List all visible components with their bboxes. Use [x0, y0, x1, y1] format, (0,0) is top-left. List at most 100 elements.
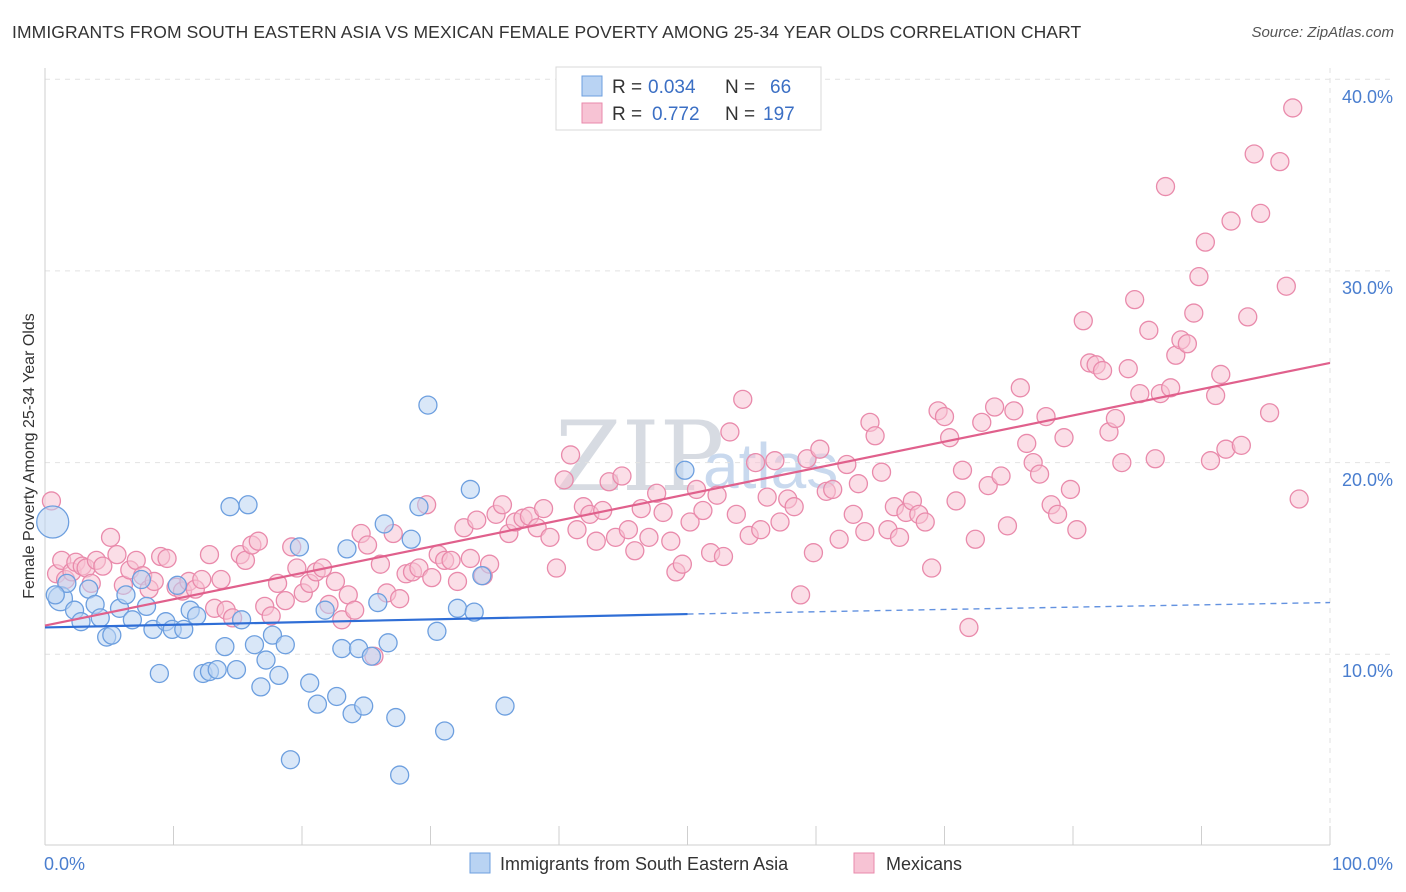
immigrants-point — [280, 750, 301, 770]
immigrants-point — [361, 646, 382, 666]
immigrants-point — [231, 610, 252, 630]
immigrants-point — [256, 650, 276, 670]
mexicans-point — [345, 600, 365, 620]
mexicans-point — [1054, 428, 1074, 448]
mexicans-point — [1276, 276, 1296, 296]
legend-n-value: 197 — [763, 104, 795, 125]
mexicans-point — [540, 527, 560, 548]
immigrants-point — [186, 606, 207, 626]
immigrants-point — [226, 659, 247, 680]
mexicans-point — [1238, 307, 1258, 327]
mexicans-point — [1177, 334, 1198, 354]
immigrants-point — [122, 610, 143, 630]
immigrants-point — [275, 635, 295, 655]
mexicans-point — [713, 546, 734, 567]
immigrants-point — [472, 566, 492, 586]
y-tick-label: 40.0% — [1342, 87, 1393, 107]
legend-swatch-pink — [581, 102, 603, 124]
immigrants-point — [460, 479, 480, 500]
mexicans-point — [325, 571, 346, 592]
immigrants-trend-extension — [687, 601, 1331, 615]
mexicans-point — [997, 516, 1018, 536]
trend-lines — [44, 361, 1331, 629]
immigrants-point — [262, 625, 283, 645]
legend-n-label: N = — [725, 77, 755, 98]
mexicans-point — [192, 569, 212, 590]
mexicans-points — [41, 98, 1309, 666]
mexicans-point — [865, 426, 885, 446]
immigrants-point — [289, 537, 310, 557]
mexicans-point — [1017, 433, 1037, 454]
mexicans-point — [100, 527, 121, 548]
mexicans-point — [199, 544, 220, 565]
immigrants-point — [409, 497, 429, 517]
immigrants-point — [90, 608, 110, 628]
mexicans-point — [693, 500, 713, 521]
mexicans-point — [871, 462, 892, 482]
series-legend: Immigrants from South Eastern Asia Mexic… — [469, 852, 962, 874]
mexicans-trend-line — [44, 361, 1331, 627]
mexicans-point — [625, 541, 645, 561]
mexicans-point — [357, 535, 378, 555]
mexicans-point — [653, 502, 673, 523]
series-legend-swatch-blue — [469, 852, 491, 874]
mexicans-point — [275, 590, 295, 611]
immigrants-point — [401, 529, 421, 549]
mexicans-point — [1259, 403, 1280, 423]
legend-swatch-blue — [581, 75, 603, 97]
source-credit: Source: ZipAtlas.com — [1251, 24, 1394, 41]
mexicans-point — [1161, 378, 1181, 398]
mexicans-point — [848, 474, 869, 494]
mexicans-point — [370, 554, 391, 574]
immigrants-point — [337, 539, 357, 559]
mexicans-point — [1010, 378, 1030, 398]
mexicans-point — [107, 544, 127, 565]
mexicans-point — [1270, 151, 1290, 172]
mexicans-point — [843, 504, 863, 525]
mexicans-point — [1189, 267, 1209, 287]
mexicans-point — [441, 550, 461, 571]
mexicans-point — [733, 389, 753, 409]
mexicans-point — [560, 445, 581, 465]
mexicans-point — [1211, 364, 1231, 385]
mexicans-point — [784, 497, 804, 517]
immigrants-point — [36, 505, 70, 539]
mexicans-point — [554, 470, 574, 490]
mexicans-point — [460, 548, 480, 569]
immigrants-point — [167, 575, 188, 595]
mexicans-point — [797, 449, 817, 469]
mexicans-point — [409, 558, 429, 578]
x-ticks — [173, 826, 1331, 845]
mexicans-point — [745, 452, 766, 473]
mexicans-point — [1221, 211, 1241, 231]
mexicans-point — [1112, 452, 1132, 473]
immigrants-point — [495, 696, 515, 716]
mexicans-point — [1118, 359, 1138, 379]
y-axis-title: Female Poverty Among 25-34 Year Olds — [21, 313, 38, 599]
mexicans-point — [946, 491, 966, 511]
mexicans-point — [803, 543, 824, 563]
mexicans-point — [790, 585, 811, 605]
immigrants-point — [57, 573, 77, 594]
mexicans-point — [934, 406, 955, 427]
chart-title: IMMIGRANTS FROM SOUTH EASTERN ASIA VS ME… — [12, 22, 1082, 42]
mexicans-point — [661, 531, 681, 551]
immigrants-points — [36, 395, 695, 785]
mexicans-point — [952, 460, 973, 480]
immigrants-point — [251, 677, 271, 697]
immigrants-point — [390, 765, 410, 785]
immigrants-point — [418, 395, 438, 415]
mexicans-point — [1029, 464, 1050, 484]
immigrants-point — [315, 600, 335, 620]
immigrants-point — [386, 707, 406, 728]
mexicans-point — [546, 558, 567, 578]
immigrants-point — [374, 514, 394, 534]
immigrants-point — [220, 497, 240, 517]
legend-r-label: R = — [612, 77, 642, 98]
mexicans-point — [1155, 176, 1176, 197]
mexicans-point — [707, 485, 727, 505]
series-legend-label-blue: Immigrants from South Eastern Asia — [500, 854, 789, 874]
immigrants-point — [427, 621, 447, 641]
immigrants-point — [675, 460, 695, 480]
